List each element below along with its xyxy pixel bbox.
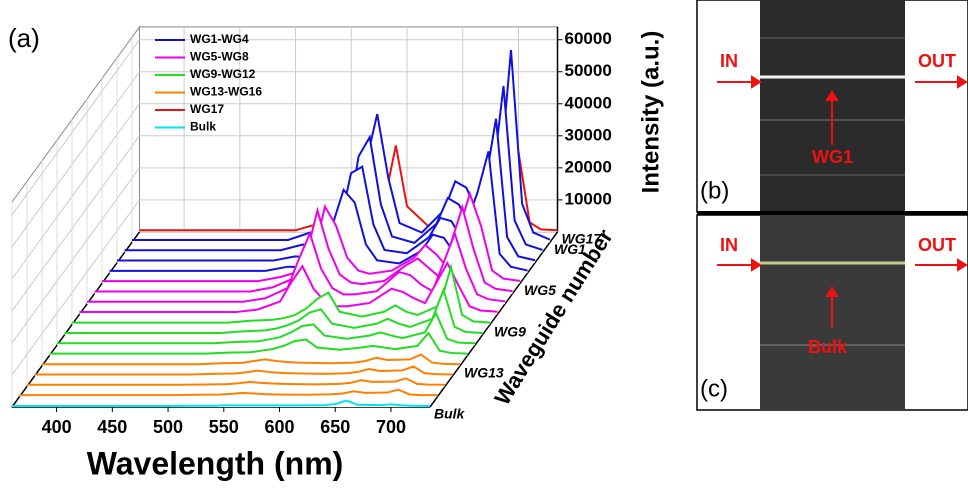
grid-line	[11, 39, 140, 216]
trace-fill	[57, 313, 475, 346]
spectrum-trace	[57, 310, 476, 345]
x-axis-label: Wavelength (nm)	[87, 445, 344, 481]
spectrum-trace	[49, 331, 468, 355]
depth-tick-label: WG1	[554, 241, 586, 257]
in-label: IN	[720, 51, 738, 71]
x-tick-label: 550	[209, 417, 239, 437]
left-depth-axis	[11, 231, 141, 408]
out-label: OUT	[918, 235, 956, 255]
legend-label: Bulk	[190, 120, 216, 134]
grid-line	[11, 135, 140, 312]
spectrum-trace	[34, 365, 453, 376]
legend-label: WG9-WG12	[190, 67, 256, 81]
z-tick-label: 10000	[565, 189, 612, 208]
arrows	[717, 75, 968, 328]
x-tick-label: 450	[97, 417, 127, 437]
legend-label: WG5-WG8	[190, 50, 249, 64]
z-tick-label: 60000	[565, 29, 612, 48]
spectrum-trace	[12, 399, 431, 408]
legend-label: WG13-WG16	[190, 85, 262, 99]
panel-label: (c)	[700, 375, 728, 402]
spectrum-trace	[64, 286, 483, 334]
spectrum-trace	[27, 377, 446, 386]
x-tick-label: 500	[153, 417, 183, 437]
grid-line	[11, 167, 140, 344]
legend: WG1-WG4 WG5-WG8 WG9-WG12 WG13-WG16 WG17 Bulk	[155, 32, 262, 134]
marker-label: WG1	[812, 147, 853, 167]
x-tick-label: 650	[320, 417, 350, 437]
depth-axis	[429, 231, 559, 408]
depth-tick-label: WG17	[562, 231, 603, 247]
spectrum-trace	[19, 388, 438, 397]
spectrum-trace	[72, 262, 491, 324]
grid-line	[11, 103, 140, 280]
grid-line	[11, 199, 140, 376]
legend-label: WG1-WG4	[190, 32, 249, 46]
panel-label: (a)	[8, 23, 40, 53]
x-tick-label: 400	[42, 417, 72, 437]
z-tick-label: 30000	[565, 125, 612, 144]
spectrum-trace	[42, 353, 461, 366]
z-tick-label: 40000	[565, 93, 612, 112]
panel-label: (b)	[700, 177, 729, 204]
trace-fill	[94, 207, 513, 294]
spectrum-trace	[87, 230, 506, 303]
z-tick-label: 50000	[565, 61, 612, 80]
marker-label: Bulk	[808, 337, 848, 357]
depth-tick-label: WG13	[464, 365, 504, 381]
trace-fill	[49, 333, 468, 356]
spectrum-trace	[79, 260, 498, 314]
x-tick-label: 600	[264, 417, 294, 437]
depth-tick-label: WG5	[524, 282, 556, 298]
z-axis-label: Intensity (a.u.)	[637, 31, 664, 194]
depth-tick-label: Bulk	[434, 406, 466, 422]
out-label: OUT	[918, 51, 956, 71]
left-wall	[11, 25, 140, 409]
photo-panels: IN OUT WG1 (b) IN OUT Bulk (c)	[696, 0, 968, 411]
grid-line	[11, 71, 140, 248]
z-tick-label: 20000	[565, 157, 612, 176]
plot: 400 450 500 550 600 650 700 10000 20000 30000 4000…	[11, 25, 612, 437]
legend-label: WG17	[190, 102, 224, 116]
depth-tick-label: WG9	[494, 323, 526, 339]
in-label: IN	[720, 235, 738, 255]
x-tick-label: 700	[376, 417, 406, 437]
